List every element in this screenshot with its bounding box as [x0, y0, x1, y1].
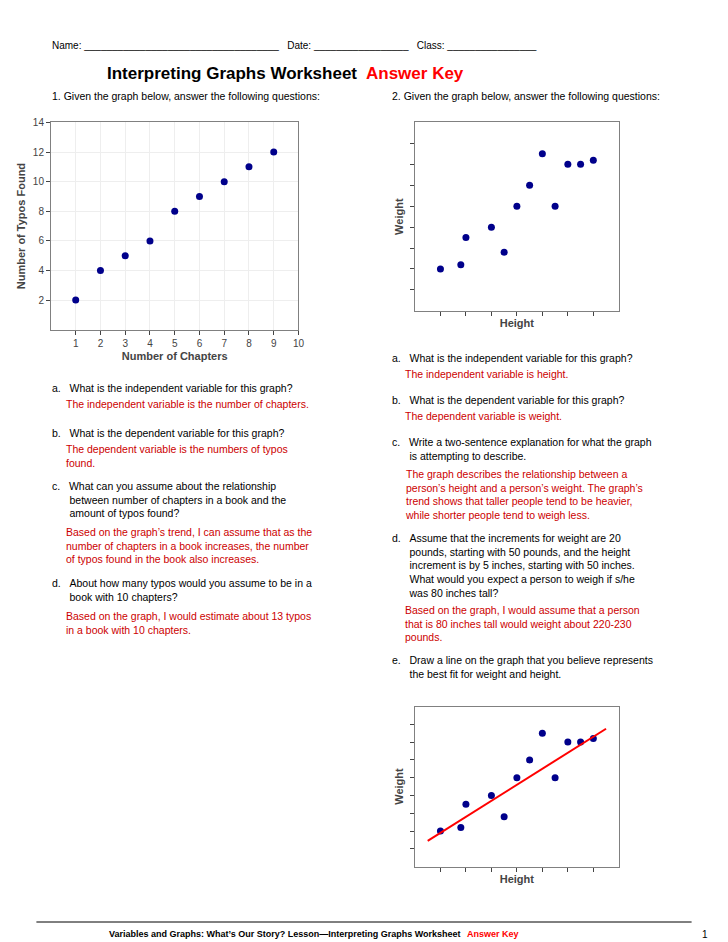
svg-text:Height: Height [500, 873, 535, 885]
svg-text:Number of Chapters: Number of Chapters [122, 350, 228, 362]
svg-text:Height: Height [500, 317, 535, 329]
svg-text:c. What can you assume about: c. What can you assume about the relatio… [52, 480, 286, 519]
svg-text:d. Assume that the increment: d. Assume that the increments for weight… [392, 532, 635, 599]
svg-text:1: 1 [702, 929, 708, 940]
svg-text:Weight: Weight [393, 768, 405, 805]
svg-text:a. What is the independent v: a. What is the independent variable for … [392, 352, 633, 364]
svg-text:4: 4 [147, 338, 153, 349]
svg-text:7: 7 [221, 338, 227, 349]
svg-text:12: 12 [33, 147, 45, 158]
svg-text:The graph describes the relati: The graph describes the relationship bet… [405, 468, 643, 521]
svg-text:Number of Typos Found: Number of Typos Found [15, 163, 27, 289]
svg-text:9: 9 [271, 338, 277, 349]
svg-text:Answer Key: Answer Key [366, 64, 464, 83]
svg-text:1. Given the graph below, answ: 1. Given the graph below, answer the fol… [52, 90, 320, 102]
svg-text:The dependent variable is the: The dependent variable is the numbers of… [66, 443, 288, 469]
svg-text:5: 5 [172, 338, 178, 349]
svg-text:Based on the graph, I would as: Based on the graph, I would assume that … [405, 604, 640, 643]
svg-text:The dependent variable is weig: The dependent variable is weight. [405, 410, 562, 422]
svg-text:Variables and Graphs: What’s O: Variables and Graphs: What’s Our Story? … [109, 929, 463, 939]
svg-text:d. About how many typos woul: d. About how many typos would you assume… [52, 577, 312, 603]
svg-text:Weight: Weight [393, 198, 405, 235]
svg-text:10: 10 [293, 338, 305, 349]
svg-text:The independent variable is th: The independent variable is the number o… [66, 398, 309, 410]
svg-text:b. What is the dependent var: b. What is the dependent variable for th… [392, 394, 624, 406]
svg-text:6: 6 [197, 338, 203, 349]
svg-text:e. Draw a line on the graph: e. Draw a line on the graph that you bel… [392, 654, 653, 680]
svg-text:Interpreting Graphs Worksheet: Interpreting Graphs Worksheet [107, 64, 362, 83]
svg-text:4: 4 [38, 265, 44, 276]
svg-text:Answer Key: Answer Key [467, 929, 519, 939]
svg-text:c. Write a two-sentence expl: c. Write a two-sentence explanation for … [392, 436, 652, 462]
svg-text:1: 1 [73, 338, 79, 349]
svg-text:6: 6 [38, 235, 44, 246]
svg-text:The independent variable is he: The independent variable is height. [405, 368, 568, 380]
svg-text:Based on the graph’s trend, I: Based on the graph’s trend, I can assume… [66, 526, 312, 565]
svg-text:Name: ________________________: Name: __________________________________… [52, 40, 537, 51]
svg-text:Based on the graph, I would es: Based on the graph, I would estimate abo… [66, 610, 311, 636]
svg-text:b. What is the dependent var: b. What is the dependent variable for th… [52, 427, 284, 439]
svg-text:2. Given the graph below, answ: 2. Given the graph below, answer the fol… [392, 90, 660, 102]
svg-text:3: 3 [122, 338, 128, 349]
svg-text:a. What is the independent v: a. What is the independent variable for … [52, 382, 293, 394]
svg-text:10: 10 [33, 176, 45, 187]
svg-text:8: 8 [246, 338, 252, 349]
svg-text:2: 2 [38, 295, 44, 306]
svg-text:2: 2 [98, 338, 104, 349]
svg-text:14: 14 [33, 117, 45, 128]
svg-text:8: 8 [38, 206, 44, 217]
